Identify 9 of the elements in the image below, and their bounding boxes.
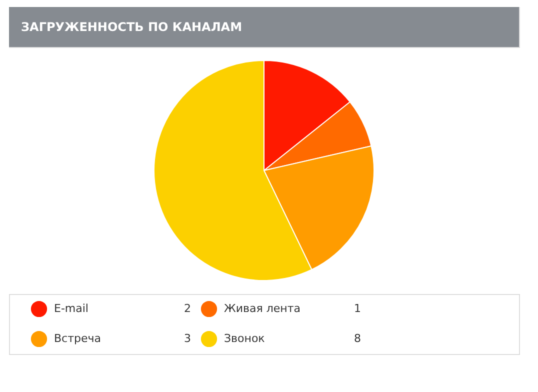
legend-label: E-mail: [54, 302, 88, 315]
data-label: 2: [184, 302, 191, 315]
data-label: 8: [354, 332, 361, 345]
legend-label: Звонок: [224, 332, 266, 345]
legend-label: Живая лента: [224, 302, 300, 315]
legend-label: Встреча: [54, 332, 101, 345]
chart-title: ЗАГРУЖЕННОСТЬ ПО КАНАЛАМ: [21, 20, 242, 34]
data-label: 3: [184, 332, 191, 345]
data-label: 1: [354, 302, 361, 315]
